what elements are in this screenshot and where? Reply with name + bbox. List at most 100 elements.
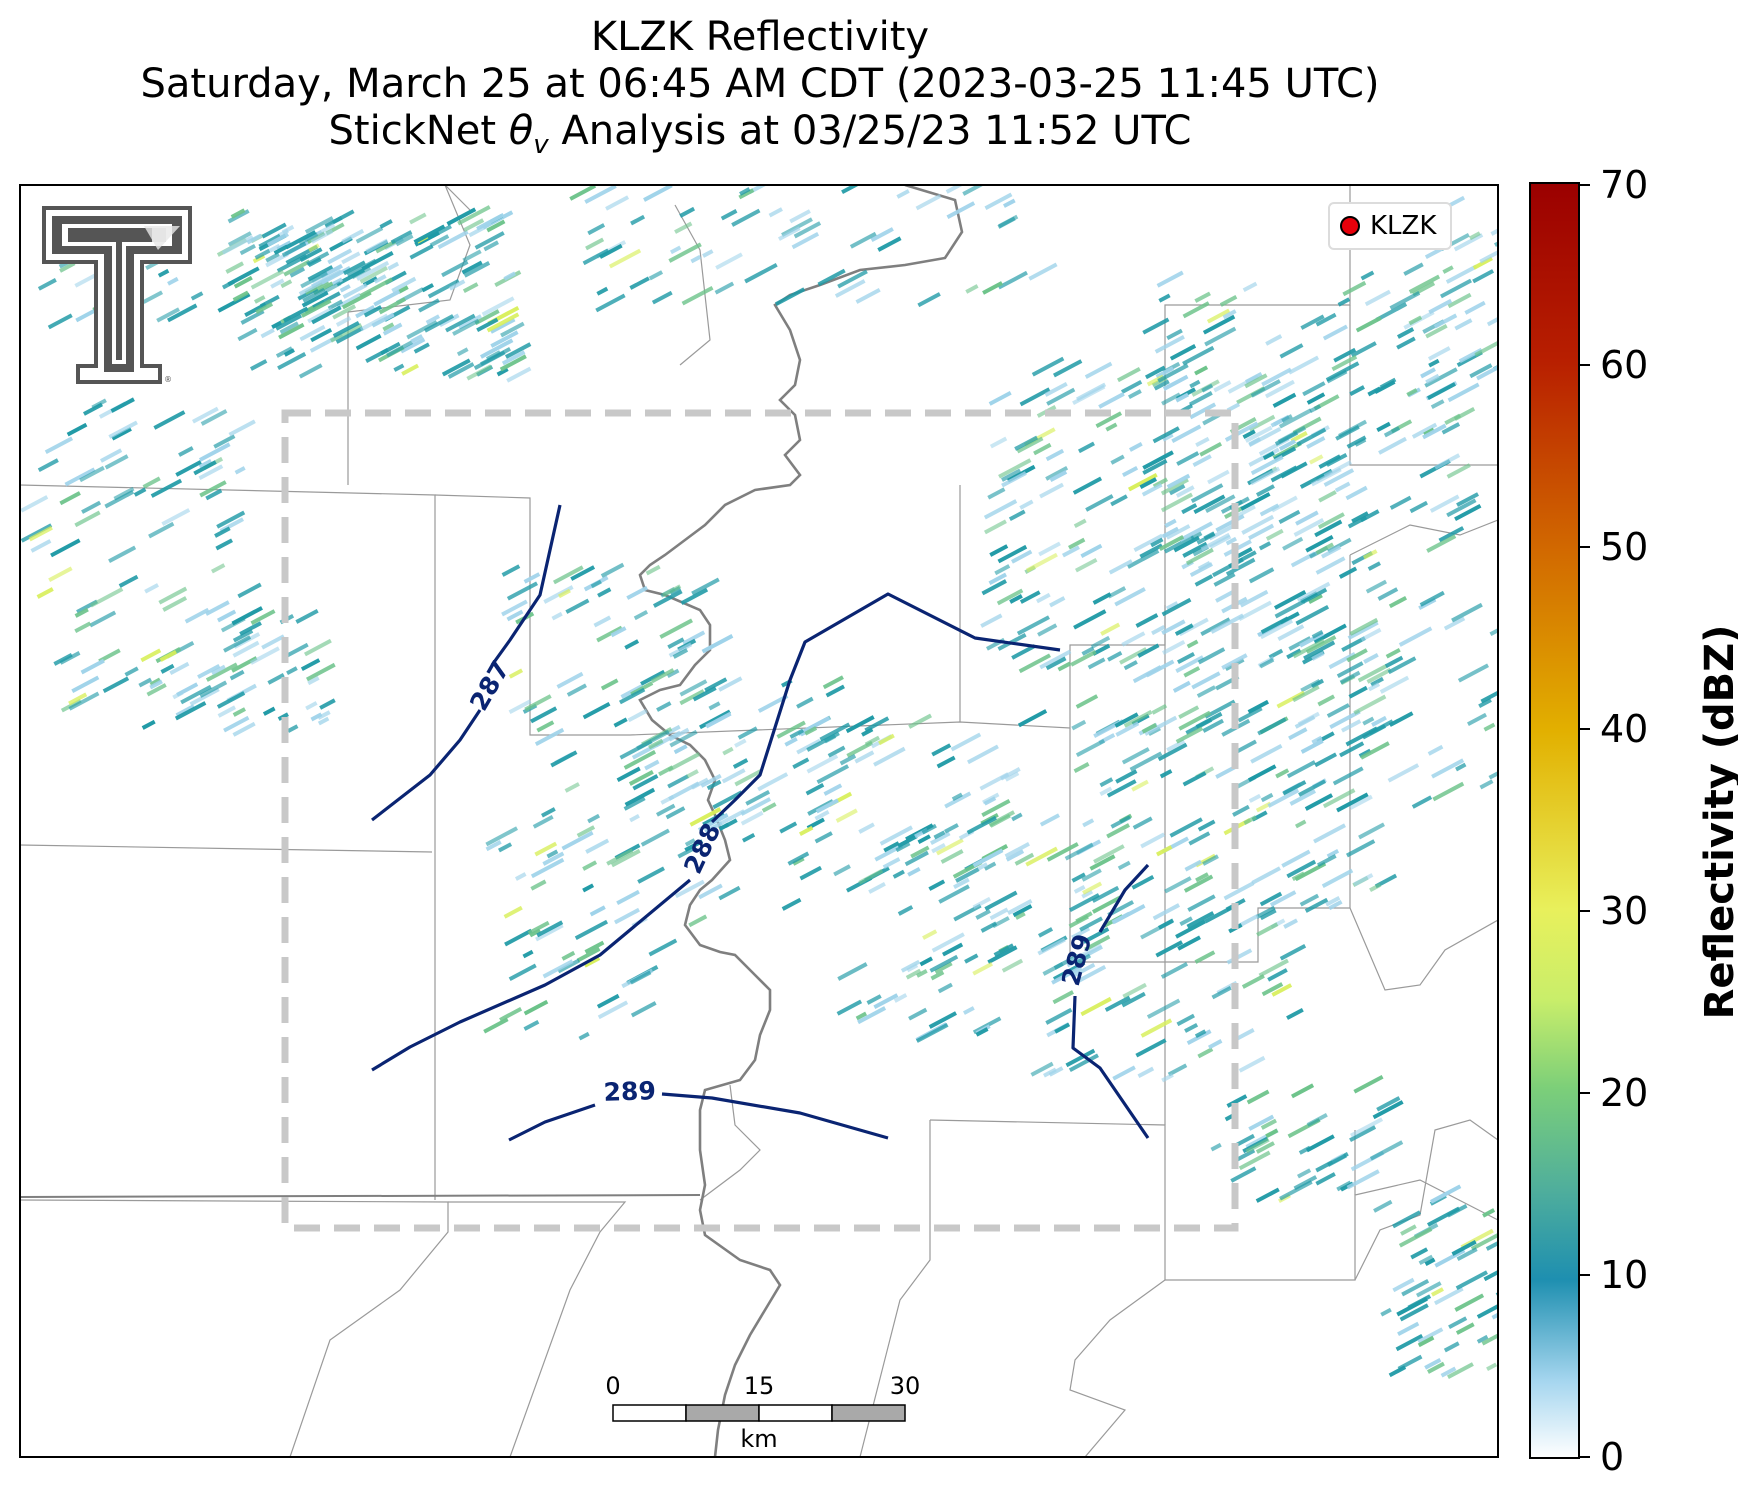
radar-echo <box>1281 849 1311 868</box>
radar-echo <box>582 860 598 871</box>
radar-echo <box>1071 719 1087 731</box>
radar-echo <box>237 582 262 599</box>
radar-echo <box>542 959 574 979</box>
radar-echo <box>929 954 959 973</box>
radar-echo <box>1309 454 1324 465</box>
radar-echo <box>175 704 195 718</box>
radar-echo <box>799 825 814 837</box>
radar-echo <box>1278 408 1312 429</box>
radar-echo <box>1046 842 1079 862</box>
radar-echo <box>1183 666 1201 678</box>
radar-echo <box>1204 699 1236 719</box>
radar-echo <box>189 687 220 707</box>
radar-echo <box>757 694 789 713</box>
radar-echo <box>250 646 280 665</box>
radar-echo <box>1355 316 1382 333</box>
radar-echo <box>1295 819 1307 829</box>
radar-echo <box>1360 509 1380 523</box>
radar-echo <box>1174 623 1194 636</box>
radar-echo <box>1483 1267 1498 1282</box>
radar-echo <box>1277 624 1305 642</box>
radar-echo <box>118 574 139 588</box>
radar-echo <box>523 999 549 1016</box>
radar-echoes <box>20 185 1529 1380</box>
radar-echo <box>1488 765 1498 780</box>
radar-echo <box>1245 371 1263 384</box>
radar-echo <box>359 266 388 284</box>
radar-echo <box>610 626 627 638</box>
radar-echo <box>1184 1022 1199 1033</box>
radar-echo <box>1238 1150 1271 1171</box>
radar-echo <box>1499 298 1529 317</box>
radar-echo <box>298 363 323 379</box>
radar-echo <box>47 313 73 330</box>
radar-echo <box>712 790 743 810</box>
radar-echo <box>1353 873 1374 887</box>
radar-echo <box>1166 473 1191 489</box>
radar-echo <box>1049 470 1068 483</box>
radar-echo <box>320 266 352 285</box>
radar-echo <box>1255 1141 1275 1154</box>
radar-echo <box>1293 518 1325 537</box>
radar-echo <box>648 738 664 750</box>
radar-echo <box>702 249 714 258</box>
radar-echo <box>1247 699 1269 714</box>
radar-echo <box>1145 365 1166 380</box>
radar-echo <box>1110 494 1128 507</box>
radar-echo <box>278 322 305 340</box>
radar-echo <box>1163 534 1195 554</box>
radar-echo <box>382 322 403 336</box>
radar-echo <box>908 1007 928 1021</box>
radar-echo <box>1304 897 1329 913</box>
radar-echo <box>174 701 207 721</box>
radar-echo <box>1137 643 1160 658</box>
radar-echo <box>1428 298 1453 315</box>
radar-echo <box>605 195 630 211</box>
radar-echo <box>1235 1148 1256 1162</box>
radar-echo <box>787 851 810 866</box>
radar-echo <box>1064 842 1094 861</box>
radar-echo <box>1267 968 1288 982</box>
radar-echo <box>1349 617 1379 636</box>
radar-echo <box>1243 815 1257 826</box>
radar-echo <box>153 410 186 430</box>
radar-echo <box>476 317 499 333</box>
radar-echo <box>1129 751 1163 772</box>
radar-echo <box>1311 678 1325 689</box>
radar-echo <box>1110 454 1125 465</box>
radar-echo <box>1117 366 1141 383</box>
radar-echo <box>217 609 237 623</box>
radar-echo <box>662 584 682 598</box>
radar-echo <box>1433 313 1458 329</box>
radar-echo <box>1406 388 1418 397</box>
radar-echo <box>1257 717 1287 736</box>
radar-echo <box>277 352 307 371</box>
map-content: 287 288 289 289 <box>20 185 1529 1457</box>
radar-echo <box>1157 742 1188 762</box>
radar-echo <box>988 572 1007 586</box>
radar-echo <box>944 791 972 809</box>
radar-echo <box>305 701 318 711</box>
radar-echo <box>1200 617 1231 637</box>
radar-echo <box>1057 661 1072 672</box>
radar-echo <box>987 945 1018 965</box>
radar-echo <box>205 488 223 501</box>
radar-echo <box>227 231 252 247</box>
radar-echo <box>363 305 383 318</box>
radar-echo <box>1237 706 1263 723</box>
radar-echo <box>1129 442 1143 452</box>
theta-subscript: v <box>533 130 549 160</box>
radar-echo <box>1339 741 1365 758</box>
radar-echo <box>1360 270 1375 281</box>
radar-echo <box>806 754 839 774</box>
radar-echo <box>878 733 895 746</box>
radar-echo <box>967 744 999 765</box>
radar-echo <box>167 276 179 286</box>
radar-echo <box>1358 822 1385 840</box>
radar-echo <box>1107 900 1134 917</box>
radar-echo <box>1028 262 1058 281</box>
radar-echo <box>230 208 246 219</box>
radar-echo <box>910 845 930 859</box>
radar-echo <box>616 889 640 906</box>
radar-echo <box>1380 1307 1392 1317</box>
